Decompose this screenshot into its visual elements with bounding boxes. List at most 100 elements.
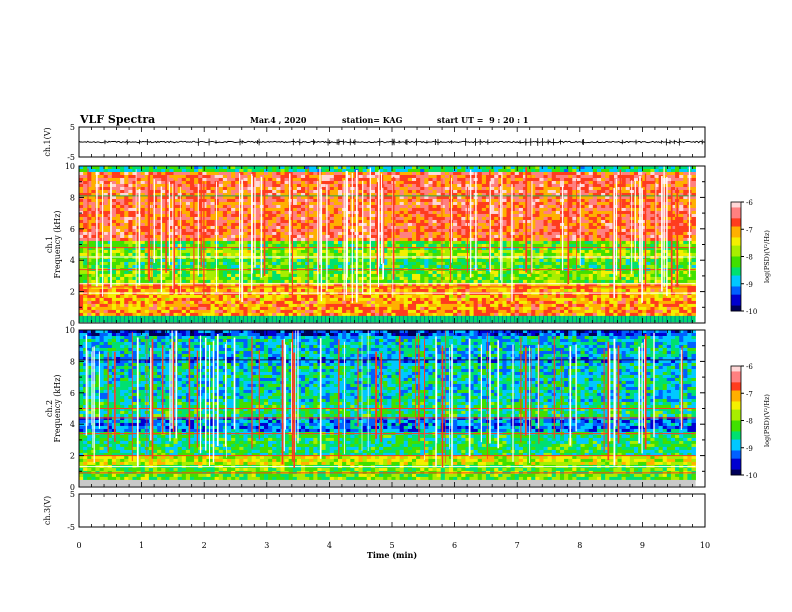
spectrogram-cell — [522, 186, 528, 191]
spectrogram-cell — [198, 210, 203, 215]
spectrogram-cell — [189, 243, 195, 248]
spectrogram-cell — [222, 183, 228, 188]
spectrogram-cell — [181, 192, 187, 197]
spectrogram-cell — [107, 186, 113, 191]
spectrogram-cell — [638, 166, 643, 170]
spectrogram-cell — [453, 219, 458, 224]
spectrogram-cell — [358, 166, 363, 170]
spectrogram-cell — [691, 222, 696, 227]
spectrogram-cell — [292, 222, 298, 227]
spectrogram-cell — [231, 243, 236, 248]
spectrogram-cell — [346, 192, 351, 197]
spectrogram-cell — [432, 237, 437, 242]
spectrogram-cell — [300, 210, 306, 215]
spectrogram-cell — [243, 166, 248, 170]
spectrogram-cell — [596, 213, 602, 218]
spectrogram-cell — [469, 246, 474, 251]
spectrogram-cell — [280, 210, 285, 215]
spectrogram-cell — [280, 228, 285, 233]
spectrogram-cell — [284, 237, 289, 242]
spectrogram-cell — [387, 234, 392, 239]
spectrogram-cell — [165, 169, 170, 173]
spectrogram-cell — [625, 175, 631, 179]
spectrogram-cell — [140, 210, 146, 215]
spectrogram-cell — [572, 169, 577, 173]
spectrogram-cell — [144, 175, 150, 179]
spectrogram-cell — [218, 222, 224, 227]
spectrogram-cell — [625, 177, 631, 182]
spectrogram-cell — [633, 255, 639, 260]
spectrogram-cell — [502, 189, 507, 194]
spectrogram-cell — [124, 183, 129, 188]
spectrogram-cell — [469, 249, 474, 254]
spectrogram-cell — [358, 222, 363, 227]
spectrogram-cell — [218, 243, 224, 248]
spectrogram-cell — [152, 216, 158, 221]
spectrogram-cell — [235, 255, 240, 260]
spectrogram-cell — [292, 249, 298, 254]
spectrogram-cell — [477, 192, 483, 197]
spectrogram-cell — [666, 243, 672, 248]
spectrogram-cell — [584, 192, 590, 197]
spectrogram-cell — [383, 225, 388, 230]
spectrogram-cell — [580, 255, 585, 260]
spectrogram-cell — [300, 183, 306, 188]
spectrogram-cell — [601, 258, 606, 263]
spectrogram-cell — [485, 225, 491, 230]
spectrogram-cell — [642, 192, 647, 197]
spectrogram-cell — [596, 252, 602, 257]
spectrogram-cell — [658, 201, 664, 206]
spectrogram-cell — [420, 258, 425, 263]
spectrogram-cell — [107, 201, 113, 206]
spectrogram-cell — [95, 222, 100, 227]
spectrogram-cell — [251, 213, 257, 218]
spectrogram-cell — [152, 192, 158, 197]
spectrogram-cell — [79, 198, 84, 203]
spectrogram-cell — [436, 222, 442, 227]
spectrogram-cell — [514, 252, 520, 257]
spectrogram-cell — [132, 195, 137, 200]
spectrogram-cell — [428, 237, 433, 242]
spectrogram-cell — [679, 255, 684, 260]
spectrogram-cell — [91, 240, 96, 245]
spectrogram-cell — [247, 240, 252, 245]
spectrogram-cell — [276, 231, 281, 236]
spectrogram-cell — [284, 172, 289, 176]
spectrogram-cell — [568, 246, 573, 251]
spectrogram-cell — [243, 225, 248, 230]
spectrogram-cell — [99, 237, 105, 242]
spectrogram-cell — [194, 177, 199, 182]
spectrogram-cell — [518, 228, 524, 233]
spectrogram-cell — [296, 228, 302, 233]
spectrogram-cell — [555, 183, 561, 188]
spectrogram-cell — [116, 210, 121, 215]
spectrogram-cell — [469, 204, 474, 209]
spectrogram-cell — [576, 189, 581, 194]
spectrogram-cell — [551, 240, 557, 245]
spectrogram-cell — [531, 186, 536, 191]
spectrogram-cell — [181, 225, 187, 230]
spectrogram-cell — [79, 192, 84, 197]
spectrogram-cell — [543, 231, 548, 236]
spectrogram-cell — [498, 183, 503, 188]
spectrogram-cell — [625, 192, 631, 197]
spectrogram-cell — [580, 249, 585, 254]
spectrogram-cell — [284, 261, 289, 266]
spectrogram-cell — [383, 255, 388, 260]
spectrogram-cell — [461, 216, 466, 221]
spectrogram-cell — [588, 186, 594, 191]
spectrogram-cell — [691, 192, 696, 197]
spectrogram-cell — [362, 175, 368, 179]
spectrogram-cell — [255, 261, 261, 266]
spectrogram-cell — [300, 213, 306, 218]
spectrogram-cell — [288, 249, 294, 254]
spectrogram-cell — [132, 249, 137, 254]
spectrogram-cell — [416, 255, 421, 260]
spectrogram-cell — [531, 183, 536, 188]
spectrogram-cell — [173, 201, 179, 206]
spectrogram-cell — [621, 177, 627, 182]
spectrogram-cell — [428, 243, 433, 248]
spectrogram-cell — [383, 231, 388, 236]
spectrogram-cell — [107, 225, 113, 230]
spectrogram-cell — [625, 246, 631, 251]
